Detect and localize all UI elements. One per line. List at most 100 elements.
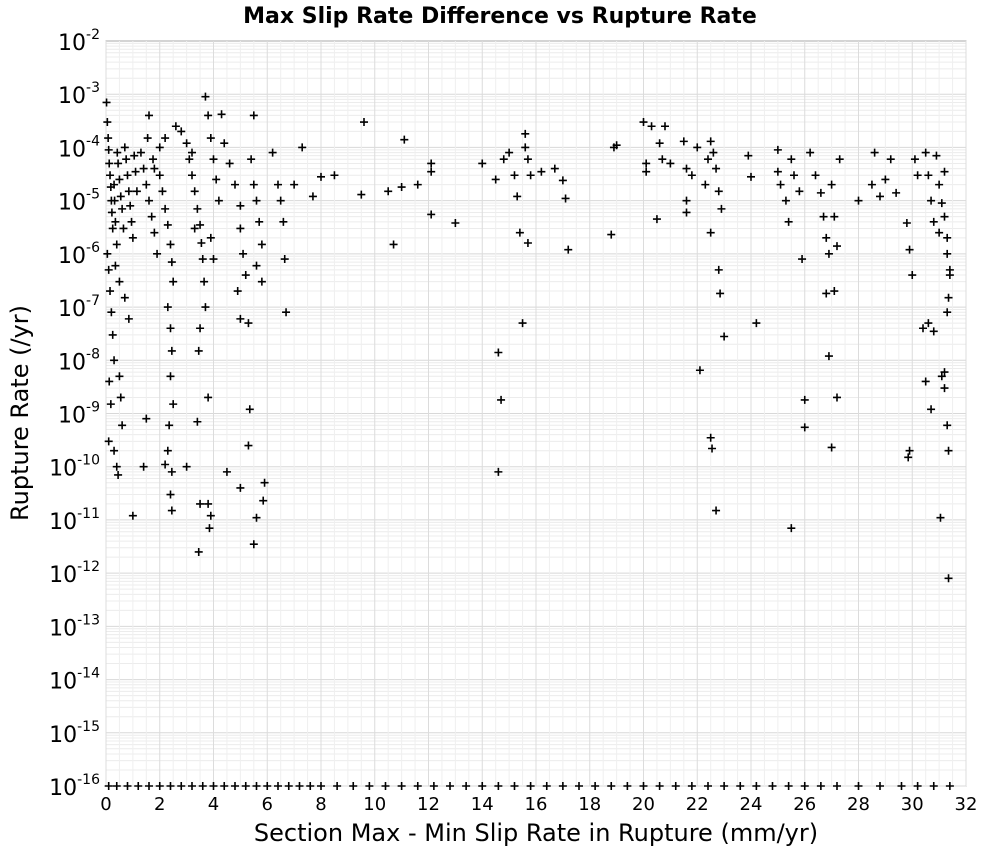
data-point-marker xyxy=(943,421,952,430)
data-point-marker xyxy=(936,513,945,522)
x-axis-label: Section Max - Min Slip Rate in Rupture (… xyxy=(254,819,818,847)
data-point-marker xyxy=(558,782,567,790)
data-point-marker xyxy=(607,782,616,790)
data-point-marker xyxy=(747,172,755,181)
data-point-marker xyxy=(940,212,949,221)
data-point-marker xyxy=(333,782,342,790)
data-point-marker xyxy=(652,215,661,224)
y-tick-label: 10-5 xyxy=(58,187,100,216)
data-point-marker xyxy=(494,782,503,790)
data-point-marker xyxy=(190,224,199,233)
x-tick-label: 4 xyxy=(208,794,219,815)
x-tick-label: 26 xyxy=(793,794,816,815)
data-point-marker xyxy=(720,332,729,341)
data-point-marker xyxy=(126,201,135,210)
y-tick-label: 10-3 xyxy=(58,80,100,109)
data-point-marker xyxy=(236,201,245,210)
data-point-marker xyxy=(854,782,863,790)
data-point-marker xyxy=(943,249,952,258)
data-point-marker xyxy=(550,164,559,173)
data-point-marker xyxy=(905,245,914,254)
data-point-marker xyxy=(244,441,253,450)
data-point-marker xyxy=(462,782,471,790)
data-point-marker xyxy=(451,219,460,228)
data-point-marker xyxy=(150,228,159,237)
data-point-marker xyxy=(913,782,922,790)
data-point-marker xyxy=(478,782,487,790)
data-point-marker xyxy=(800,423,809,432)
data-point-marker xyxy=(106,400,115,409)
data-point-marker xyxy=(274,782,282,790)
data-point-marker xyxy=(145,782,153,790)
x-axis-ticks: 0 2 4 6 8 10 12 14 16 18 20 22 24 26 28 30 32 xyxy=(100,794,977,815)
data-point-marker xyxy=(115,372,124,381)
data-point-marker xyxy=(104,437,113,446)
data-point-marker xyxy=(244,319,253,328)
data-point-marker xyxy=(413,180,422,189)
data-point-marker xyxy=(752,782,761,790)
data-point-marker xyxy=(919,324,927,333)
x-tick-label: 22 xyxy=(686,794,709,815)
y-tick-exponent: -12 xyxy=(77,559,100,575)
data-point-marker xyxy=(201,92,210,101)
y-tick-base: 10 xyxy=(49,510,77,535)
data-point-marker xyxy=(360,118,368,127)
data-point-marker xyxy=(166,490,175,499)
y-tick-base: 10 xyxy=(58,84,86,109)
data-point-marker xyxy=(800,395,809,404)
data-point-marker xyxy=(252,513,261,522)
data-point-marker xyxy=(790,171,798,180)
data-point-marker xyxy=(165,421,174,430)
data-point-marker xyxy=(139,164,148,173)
data-point-marker xyxy=(515,228,524,237)
data-point-marker xyxy=(196,220,205,229)
data-point-marker xyxy=(816,188,825,197)
x-tick-label: 20 xyxy=(632,794,655,815)
data-point-marker xyxy=(161,134,170,143)
data-point-marker xyxy=(671,782,680,790)
data-point-marker xyxy=(102,98,111,107)
y-tick-base: 10 xyxy=(49,670,77,695)
data-point-marker xyxy=(661,122,669,131)
data-point-marker xyxy=(607,230,616,239)
data-point-marker xyxy=(905,446,914,455)
data-point-marker xyxy=(400,135,409,144)
data-point-marker xyxy=(280,255,289,264)
data-point-marker xyxy=(130,151,139,160)
data-point-marker xyxy=(290,180,299,189)
data-point-marker xyxy=(944,574,953,583)
data-point-marker xyxy=(365,782,374,790)
data-point-marker xyxy=(295,782,304,790)
data-point-marker xyxy=(107,308,116,317)
x-tick-label: 28 xyxy=(847,794,870,815)
data-point-marker xyxy=(639,782,648,790)
data-point-marker xyxy=(811,171,820,180)
data-point-marker xyxy=(655,782,664,790)
data-point-marker xyxy=(204,499,213,508)
data-point-marker xyxy=(768,782,777,790)
data-point-marker xyxy=(166,372,175,381)
data-point-marker xyxy=(193,417,202,426)
data-point-marker xyxy=(381,782,390,790)
data-point-marker xyxy=(118,204,127,213)
data-point-marker xyxy=(268,148,277,157)
data-point-marker xyxy=(120,293,129,302)
data-point-marker xyxy=(902,219,911,228)
data-point-marker xyxy=(103,118,112,127)
data-point-marker xyxy=(166,782,175,790)
y-tick-base: 10 xyxy=(58,137,86,162)
data-point-marker xyxy=(658,155,667,164)
data-point-marker xyxy=(263,782,272,790)
data-point-marker xyxy=(161,204,170,213)
data-point-marker xyxy=(124,187,133,196)
y-tick-exponent: -16 xyxy=(77,772,100,788)
data-point-marker xyxy=(881,175,890,184)
data-point-marker xyxy=(521,129,530,138)
data-point-marker xyxy=(110,356,119,365)
data-point-marker xyxy=(870,148,879,157)
data-point-marker xyxy=(526,171,535,180)
y-tick-base: 10 xyxy=(58,350,86,375)
data-point-marker xyxy=(478,159,487,168)
data-point-marker xyxy=(712,506,721,515)
data-point-marker xyxy=(104,265,113,274)
